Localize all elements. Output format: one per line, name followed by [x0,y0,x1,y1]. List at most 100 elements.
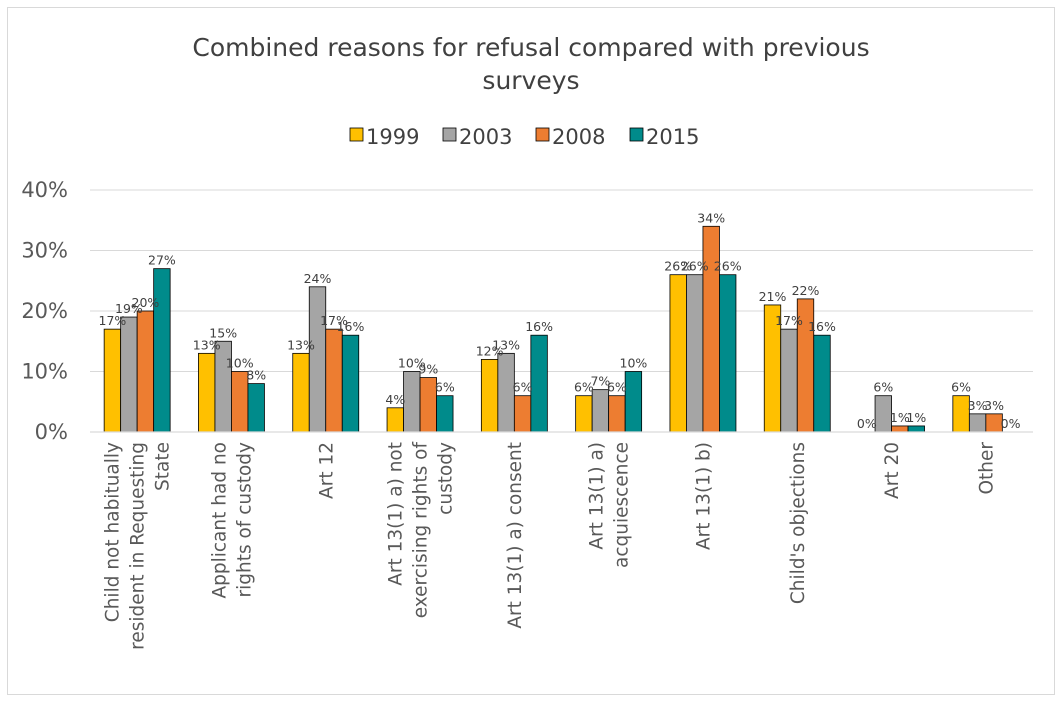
bar-1999-6 [669,274,687,433]
data-label-2003-7: 17% [775,313,803,328]
legend-label-2015: 2015 [646,125,699,149]
x-tick-label: Art 20 [882,442,903,499]
data-label-2003-3: 10% [398,356,426,371]
bar-2015-6 [719,274,737,433]
bar-2003-3 [403,371,421,433]
bars [103,225,1003,433]
x-tick-label: Applicant had no rights of custody [209,442,255,599]
data-label-2015-2: 16% [337,319,365,334]
data-labels: 17%19%20%27%13%15%10%8%13%24%17%16%4%10%… [99,210,1021,431]
x-tick-label-line: Art 20 [882,442,903,499]
x-tick-label-line: Child's objections [788,442,809,604]
data-label-2003-6: 26% [681,259,709,274]
x-tick-label: Art 12 [316,442,337,499]
data-label-2015-6: 26% [714,259,742,274]
data-label-2008-2: 17% [320,313,348,328]
bar-1999-5 [575,395,593,433]
x-tick-label-line: acquiescence [612,442,633,568]
x-tick-label-line: Applicant had no [209,442,230,599]
bar-2003-9 [968,413,987,433]
data-label-1999-0: 17% [99,313,127,328]
bar-1999-3 [386,407,404,433]
legend: 1999 2003 2008 2015 [349,125,699,149]
bar-2003-5 [591,389,610,433]
bar-2015-1 [247,383,265,433]
x-tick-label: Art 13(1) a) not exercising rights of cust… [386,442,457,619]
x-tick-label-line: Art 13(1) a) consent [505,442,526,629]
y-tick-label: 40% [21,178,68,202]
legend-swatch-2008 [535,127,550,142]
data-label-2003-5: 7% [590,374,610,389]
data-label-2015-4: 16% [525,319,553,334]
data-label-2003-4: 13% [492,337,520,352]
bar-2003-2 [308,286,327,433]
bar-1999-1 [198,352,216,433]
y-tick-label: 20% [21,299,68,323]
data-label-2015-0: 27% [148,253,176,268]
bar-2015-4 [530,334,548,433]
data-label-2015-1: 8% [246,368,266,383]
data-label-2008-6: 34% [697,210,725,225]
legend-label-2008: 2008 [552,125,605,149]
data-label-2008-5: 6% [607,380,627,395]
x-tick-label-line: rights of custody [234,442,255,598]
chart-title: Combined reasons for refusal compared wi… [192,33,869,95]
bar-2008-4 [513,395,532,433]
data-label-1999-5: 6% [574,380,594,395]
x-tick-label: Art 13(1) a) acquiescence [587,442,633,568]
x-tick-label-line: custody [436,442,457,515]
data-label-2015-8: 1% [906,410,926,425]
data-label-1999-6: 26% [664,259,692,274]
x-tick-label: Art 13(1) b) [693,442,714,550]
bar-2003-7 [780,328,798,433]
data-label-2008-3: 9% [418,362,438,377]
x-tick-label: Child not habitually resident in Requesti… [103,442,174,650]
data-label-1999-8: 0% [857,416,877,431]
x-tick-label: Art 13(1) a) consent [505,442,526,629]
data-label-1999-1: 13% [193,337,221,352]
data-label-2003-1: 15% [209,325,237,340]
x-tick-label-line: Art 13(1) a) [587,442,608,550]
bar-2003-6 [686,274,704,433]
y-axis: 0% 10% 20% 30% 40% [21,178,68,444]
data-label-2003-8: 6% [873,380,893,395]
y-tick-label: 10% [21,360,68,384]
data-label-2003-0: 19% [115,301,143,316]
chart-title-line-1: Combined reasons for refusal compared wi… [192,33,869,62]
data-label-2008-1: 10% [226,356,254,371]
legend-label-1999: 1999 [366,125,419,149]
x-tick-label-line: Art 13(1) a) not [386,442,407,586]
bar-2008-2 [325,328,343,433]
legend-swatch-1999 [349,127,364,142]
y-tick-label: 0% [35,420,68,444]
legend-swatch-2015 [629,127,644,142]
bar-2008-8 [891,425,909,433]
data-label-2015-5: 10% [620,356,648,371]
data-label-1999-9: 6% [951,380,971,395]
bar-2015-3 [436,395,454,433]
y-tick-label: 30% [21,239,68,263]
data-label-2008-8: 1% [890,410,910,425]
x-tick-label-line: resident in Requesting [128,442,149,650]
data-label-1999-3: 4% [385,392,405,407]
data-label-2008-9: 3% [984,398,1004,413]
x-tick-label-line: Art 12 [316,442,337,499]
bar-2003-0 [120,316,138,433]
x-tick-label-line: Child not habitually [103,442,124,622]
bar-2008-0 [136,310,155,433]
data-label-2015-3: 6% [435,380,455,395]
bar-1999-4 [480,358,499,433]
bar-2015-2 [341,334,360,433]
data-label-1999-2: 13% [287,337,315,352]
data-label-2003-2: 24% [304,271,332,286]
data-label-1999-7: 21% [759,289,787,304]
legend-swatch-2003 [442,127,457,142]
legend-label-2003: 2003 [459,125,512,149]
bar-2008-6 [702,225,720,433]
x-axis: Child not habitually resident in Requesti… [90,431,1033,650]
bar-1999-2 [292,352,310,433]
x-tick-label-line: exercising rights of [411,442,432,619]
x-tick-label: Child's objections [788,442,809,604]
bar-2015-0 [153,268,171,433]
